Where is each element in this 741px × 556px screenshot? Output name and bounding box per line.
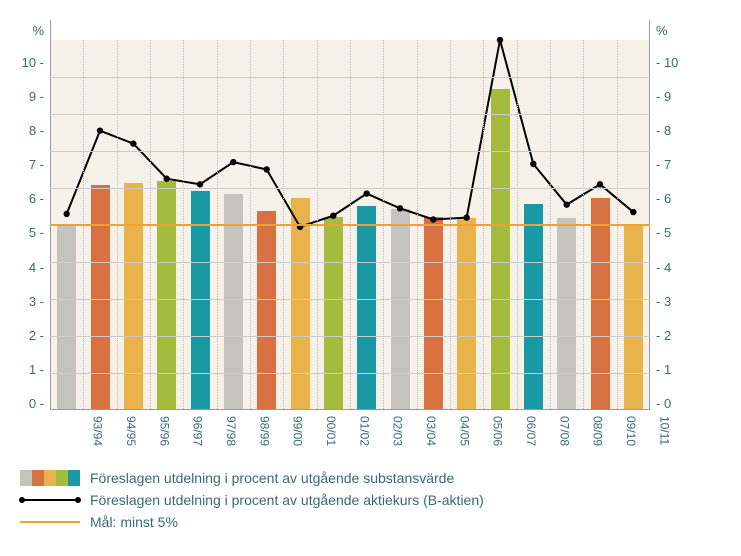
line-marker — [130, 140, 136, 146]
line-marker — [597, 181, 603, 187]
line-marker — [363, 190, 369, 196]
x-axis-label: 04/05 — [457, 416, 471, 446]
legend-item-line: Föreslagen utdelning i procent av utgåen… — [20, 492, 721, 508]
line-marker — [63, 211, 69, 217]
line-marker — [197, 181, 203, 187]
line-marker — [630, 209, 636, 215]
legend-label-bars: Föreslagen utdelning i procent av utgåen… — [90, 470, 454, 486]
legend-swatch-target — [20, 521, 80, 523]
x-axis-label: 03/04 — [424, 416, 438, 446]
x-axis-label: 09/10 — [624, 416, 638, 446]
x-axis-label: 08/09 — [591, 416, 605, 446]
legend-swatch-bars — [20, 470, 80, 486]
x-axis-label: 10/11 — [657, 416, 671, 445]
legend: Föreslagen utdelning i procent av utgåen… — [20, 470, 721, 530]
line-marker — [97, 127, 103, 133]
x-axis-label: 94/95 — [124, 416, 138, 446]
x-axis-label: 07/08 — [557, 416, 571, 446]
x-axis-label: 96/97 — [191, 416, 205, 446]
line-marker — [563, 201, 569, 207]
x-axis-label: 02/03 — [391, 416, 405, 446]
target-line — [50, 224, 650, 226]
y-axis-unit-right: % — [656, 24, 684, 37]
line-marker — [263, 166, 269, 172]
line-marker — [497, 37, 503, 43]
line-marker — [463, 214, 469, 220]
x-axis-label: 93/94 — [91, 416, 105, 446]
x-axis-label: 00/01 — [324, 416, 338, 446]
line-marker — [530, 161, 536, 167]
x-axis-label: 95/96 — [157, 416, 171, 446]
legend-swatch-line — [20, 499, 80, 501]
line-marker — [163, 176, 169, 182]
line-marker — [430, 216, 436, 222]
chart-container: % 10 -9 -8 -7 -6 -5 -4 -3 -2 -1 -0 - 93/… — [20, 20, 721, 530]
x-axis-label: 97/98 — [224, 416, 238, 446]
legend-label-line: Föreslagen utdelning i procent av utgåen… — [90, 492, 484, 508]
x-axis-label: 06/07 — [524, 416, 538, 446]
line-marker — [230, 159, 236, 165]
plot-area — [50, 20, 650, 410]
line-marker — [330, 213, 336, 219]
y-axis-left: % 10 -9 -8 -7 -6 -5 -4 -3 -2 -1 -0 - — [20, 20, 50, 410]
x-axis-label: 05/06 — [491, 416, 505, 446]
legend-item-target: Mål: minst 5% — [20, 514, 721, 530]
y-axis-right: % - 10- 9- 8- 7- 6- 5- 4- 3- 2- 1- 0 — [650, 20, 684, 410]
legend-item-bars: Föreslagen utdelning i procent av utgåen… — [20, 470, 721, 486]
legend-label-target: Mål: minst 5% — [90, 514, 178, 530]
x-axis-label: 99/00 — [291, 416, 305, 446]
line-marker — [397, 205, 403, 211]
y-axis-unit-left: % — [20, 24, 44, 37]
x-axis-label: 98/99 — [257, 416, 271, 446]
x-axis-label: 01/02 — [357, 416, 371, 446]
